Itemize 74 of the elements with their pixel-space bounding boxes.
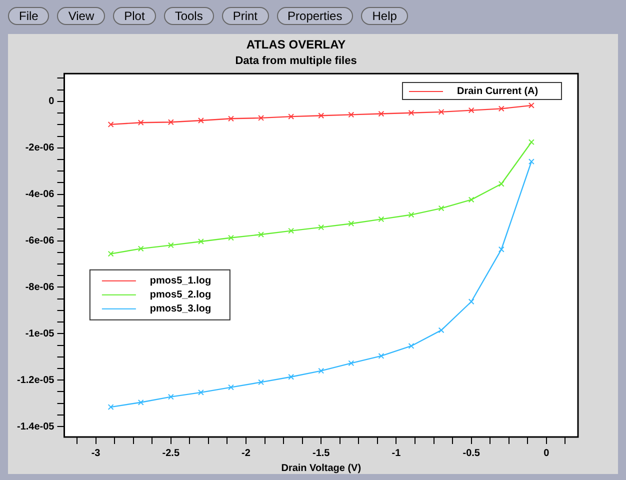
y-tick-label: 0	[48, 96, 55, 108]
point	[348, 220, 354, 227]
point	[498, 106, 504, 112]
x-tick-label: -3	[91, 448, 101, 459]
x-axis-title: Drain Voltage (V)	[281, 462, 362, 474]
text: Print	[222, 7, 269, 25]
point	[108, 121, 114, 128]
text: Help	[361, 7, 408, 25]
y-tick-label: -1.4e-05	[16, 421, 55, 432]
point	[228, 384, 234, 390]
point	[408, 343, 414, 349]
point	[528, 102, 534, 108]
point	[138, 399, 144, 406]
x-tick-label: -2.5	[162, 448, 180, 459]
chart-subtitle: Data from multiple files	[235, 55, 357, 68]
point	[138, 246, 144, 252]
text: Tools	[164, 7, 214, 25]
point	[168, 242, 174, 248]
point	[228, 116, 234, 122]
y-tick-label: -4e-06	[25, 189, 55, 200]
x-tick-label: -1.5	[312, 448, 330, 459]
point	[198, 238, 204, 244]
y-tick-label: -1.2e-05	[16, 374, 55, 386]
legend-label: pmos5_3.log	[150, 304, 212, 315]
point	[258, 379, 264, 386]
point	[348, 112, 354, 118]
point	[138, 120, 144, 126]
point	[258, 232, 264, 238]
point	[438, 108, 444, 115]
point	[198, 118, 204, 124]
text: File	[8, 7, 50, 25]
point	[438, 205, 444, 212]
point	[288, 228, 294, 234]
point	[348, 360, 354, 366]
chart-title: ATLAS OVERLAY	[246, 38, 346, 52]
point	[498, 246, 504, 252]
point	[378, 352, 384, 359]
point	[288, 114, 294, 120]
text: Plot	[113, 7, 156, 25]
point	[408, 212, 414, 218]
point	[318, 368, 324, 374]
point	[468, 298, 474, 305]
point	[198, 389, 204, 396]
y-axis-title: Drain Current (A)	[457, 86, 538, 96]
y-tick-label: -2e-06	[25, 142, 55, 154]
x-tick-label: 0	[544, 448, 550, 459]
legend-label: pmos5_2.log	[150, 290, 212, 301]
point	[318, 112, 324, 119]
legend-label: pmos5_1.log	[150, 276, 212, 287]
point	[498, 180, 504, 187]
point	[318, 224, 324, 230]
point	[528, 158, 534, 165]
point	[438, 327, 444, 334]
point	[378, 110, 384, 117]
x-tick-label: -2	[242, 448, 251, 459]
y-tick-label: -1e-05	[25, 328, 55, 340]
point	[168, 394, 174, 400]
text: View	[57, 7, 106, 25]
point	[168, 119, 174, 126]
point	[108, 404, 114, 410]
point	[378, 216, 384, 222]
y-tick-label: -6e-06	[25, 236, 55, 247]
y-tick-label: -8e-06	[25, 282, 55, 293]
point	[528, 139, 534, 146]
point	[468, 196, 474, 203]
point	[228, 234, 234, 241]
point	[408, 110, 414, 116]
point	[288, 374, 294, 380]
x-tick-label: -1	[392, 448, 402, 459]
x-tick-label: -0.5	[462, 448, 480, 459]
text: Properties	[276, 7, 354, 25]
point	[258, 114, 264, 121]
point	[108, 250, 114, 257]
point	[468, 107, 474, 114]
